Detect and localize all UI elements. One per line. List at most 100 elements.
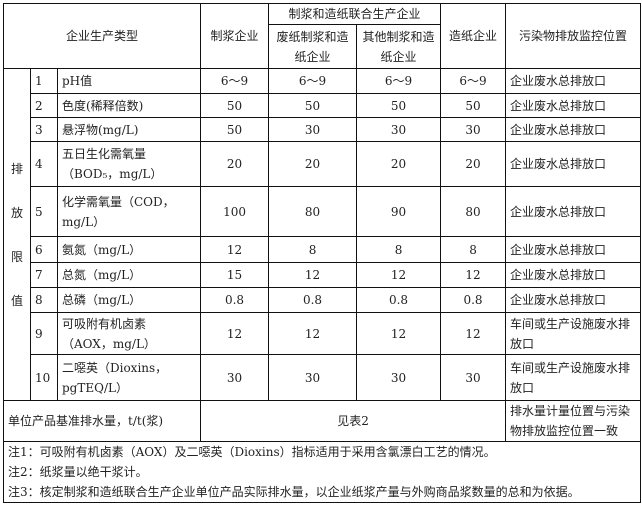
row-number: 8 (30, 287, 58, 313)
other-pulp-value: 30 (356, 354, 442, 401)
other-pulp-value: 12 (356, 262, 442, 288)
monitor-location: 企业废水总排放口 (505, 262, 642, 288)
waste-paper-value: 12 (268, 262, 358, 288)
table-row: 5 化学需氧量（COD，mg/L） 100 80 90 80 企业废水总排放口 (4, 186, 642, 237)
emission-limits-table: 企业生产类型 制浆企业 制浆和造纸联合生产企业 造纸企业 污染物排放监控位置 废… (2, 3, 642, 503)
paper-value: 12 (440, 262, 507, 288)
pulp-value: 15 (200, 262, 270, 288)
note-row: 注3：核定制浆和造纸联合生产企业单位产品实际排水量，以企业纸浆产量与外购商品浆数… (2, 482, 642, 503)
other-pulp-value: 12 (356, 312, 442, 355)
table-row: 4 五日生化需氧量（BOD₅，mg/L） 20 20 20 20 企业废水总排放口 (4, 141, 642, 187)
paper-value: 20 (440, 141, 507, 187)
paper-value: 80 (440, 186, 507, 237)
paper-value: 12 (440, 312, 507, 355)
table-row: 10 二噁英（Dioxins，pgTEQ/L） 30 30 30 30 车间或生产设施废水排… (4, 354, 642, 401)
waste-paper-value: 80 (268, 186, 358, 237)
row-number: 1 (30, 68, 58, 94)
monitor-location: 企业废水总排放口 (505, 68, 642, 94)
waste-paper-value: 30 (268, 354, 358, 401)
paper-value: 30 (440, 117, 507, 142)
monitor-location: 车间或生产设施废水排放口 (505, 312, 642, 355)
waste-paper-value: 8 (268, 236, 358, 263)
table-row: 8 总磷（mg/L） 0.8 0.8 0.8 0.8 企业废水总排放口 (4, 287, 642, 313)
monitor-location: 车间或生产设施废水排放口 (505, 354, 642, 401)
other-pulp-value: 20 (356, 141, 442, 187)
other-pulp-value: 8 (356, 236, 442, 263)
table-row: 9 可吸附有机卤素（AOX，mg/L） 12 12 12 12 车间或生产设施废水排放口 (4, 312, 642, 355)
table-row: 排放限值 1 pH值 6～9 6～9 6～9 6～9 企业废水总排放口 (3, 68, 642, 401)
monitor-location: 企业废水总排放口 (505, 93, 642, 118)
parameter: 总磷（mg/L） (56, 287, 202, 313)
header-other-pulp: 其他制浆和造纸企业 (356, 24, 442, 69)
pulp-value: 6～9 (200, 68, 270, 94)
waste-paper-value: 6～9 (268, 68, 358, 94)
table-row: 3 悬浮物(mg/L) 50 30 30 30 企业废水总排放口 (4, 117, 642, 142)
parameter: 氨氮（mg/L） (56, 236, 202, 263)
paper-value: 50 (440, 93, 507, 118)
other-pulp-value: 50 (356, 93, 442, 118)
parameter: 色度(稀释倍数) (56, 93, 202, 118)
pulp-value: 20 (200, 141, 270, 187)
parameter: 悬浮物(mg/L) (56, 117, 202, 142)
waste-paper-value: 30 (268, 117, 358, 142)
parameter: 五日生化需氧量（BOD₅，mg/L） (56, 141, 202, 187)
waste-paper-value: 50 (268, 93, 358, 118)
other-pulp-value: 6～9 (356, 68, 442, 94)
row-number: 5 (30, 186, 58, 237)
parameter: 二噁英（Dioxins，pgTEQ/L） (56, 354, 202, 401)
header-subrow: 废纸制浆和造纸企业 其他制浆和造纸企业 (4, 24, 641, 69)
note-2: 注2：纸浆量以绝干浆计。 (2, 462, 642, 482)
discharge-location: 排水量计量位置与污染物排放监控位置一致 (505, 400, 642, 442)
header-row: 企业生产类型 制浆企业 制浆和造纸联合生产企业 造纸企业 污染物排放监控位置 (2, 3, 642, 69)
table-row: 2 色度(稀释倍数) 50 50 50 50 企业废水总排放口 (4, 93, 642, 118)
parameter: 总氮（mg/L） (56, 262, 202, 288)
note-1: 注1：可吸附有机卤素（AOX）及二噁英（Dioxins）指标适用于采用含氯漂白工… (2, 441, 642, 462)
monitor-location: 企业废水总排放口 (505, 236, 642, 263)
row-number: 10 (30, 354, 58, 401)
paper-value: 8 (440, 236, 507, 263)
paper-value: 0.8 (440, 287, 507, 313)
row-number: 6 (30, 236, 58, 263)
monitor-location: 企业废水总排放口 (505, 287, 642, 313)
pulp-value: 30 (200, 354, 270, 401)
discharge-label: 单位产品基准排水量，t/t(浆) (2, 400, 202, 442)
monitor-location: 企业废水总排放口 (505, 141, 642, 187)
paper-value: 6～9 (440, 68, 507, 94)
row-number: 9 (30, 312, 58, 355)
discharge-value: 见表2 (200, 400, 507, 442)
pulp-value: 12 (200, 312, 270, 355)
group-label: 排放限值 (3, 68, 31, 401)
group-label-char: 排 (10, 161, 23, 176)
header-paper: 造纸企业 (440, 3, 507, 69)
other-pulp-value: 90 (356, 186, 442, 237)
parameter: pH值 (56, 68, 202, 94)
row-number: 4 (30, 141, 58, 187)
waste-paper-value: 20 (268, 141, 358, 187)
row-number: 2 (30, 93, 58, 118)
paper-value: 30 (440, 354, 507, 401)
header-pulp: 制浆企业 (200, 3, 270, 69)
pulp-value: 50 (200, 93, 270, 118)
header-waste-paper: 废纸制浆和造纸企业 (268, 24, 358, 69)
row-number: 3 (30, 117, 58, 142)
group-label-char: 放 (10, 205, 23, 220)
note-row: 注2：纸浆量以绝干浆计。 (2, 462, 642, 482)
discharge-row: 单位产品基准排水量，t/t(浆) 见表2 排水量计量位置与污染物排放监控位置一致 (2, 400, 642, 442)
other-pulp-value: 0.8 (356, 287, 442, 313)
group-label-char: 值 (10, 293, 23, 308)
pulp-value: 12 (200, 236, 270, 263)
pulp-value: 100 (200, 186, 270, 237)
parameter: 可吸附有机卤素（AOX，mg/L） (56, 312, 202, 355)
table-row: 6 氨氮（mg/L） 12 8 8 8 企业废水总排放口 (4, 236, 642, 263)
monitor-location: 企业废水总排放口 (505, 186, 642, 237)
header-monitor: 污染物排放监控位置 (505, 3, 642, 69)
header-joint: 制浆和造纸联合生产企业 (268, 3, 442, 25)
waste-paper-value: 12 (268, 312, 358, 355)
note-row: 注1：可吸附有机卤素（AOX）及二噁英（Dioxins）指标适用于采用含氯漂白工… (2, 441, 642, 462)
note-3: 注3：核定制浆和造纸联合生产企业单位产品实际排水量，以企业纸浆产量与外购商品浆数… (2, 482, 642, 503)
header-type: 企业生产类型 (2, 3, 202, 69)
row-number: 7 (30, 262, 58, 288)
pulp-value: 0.8 (200, 287, 270, 313)
monitor-location: 企业废水总排放口 (505, 117, 642, 142)
other-pulp-value: 30 (356, 117, 442, 142)
